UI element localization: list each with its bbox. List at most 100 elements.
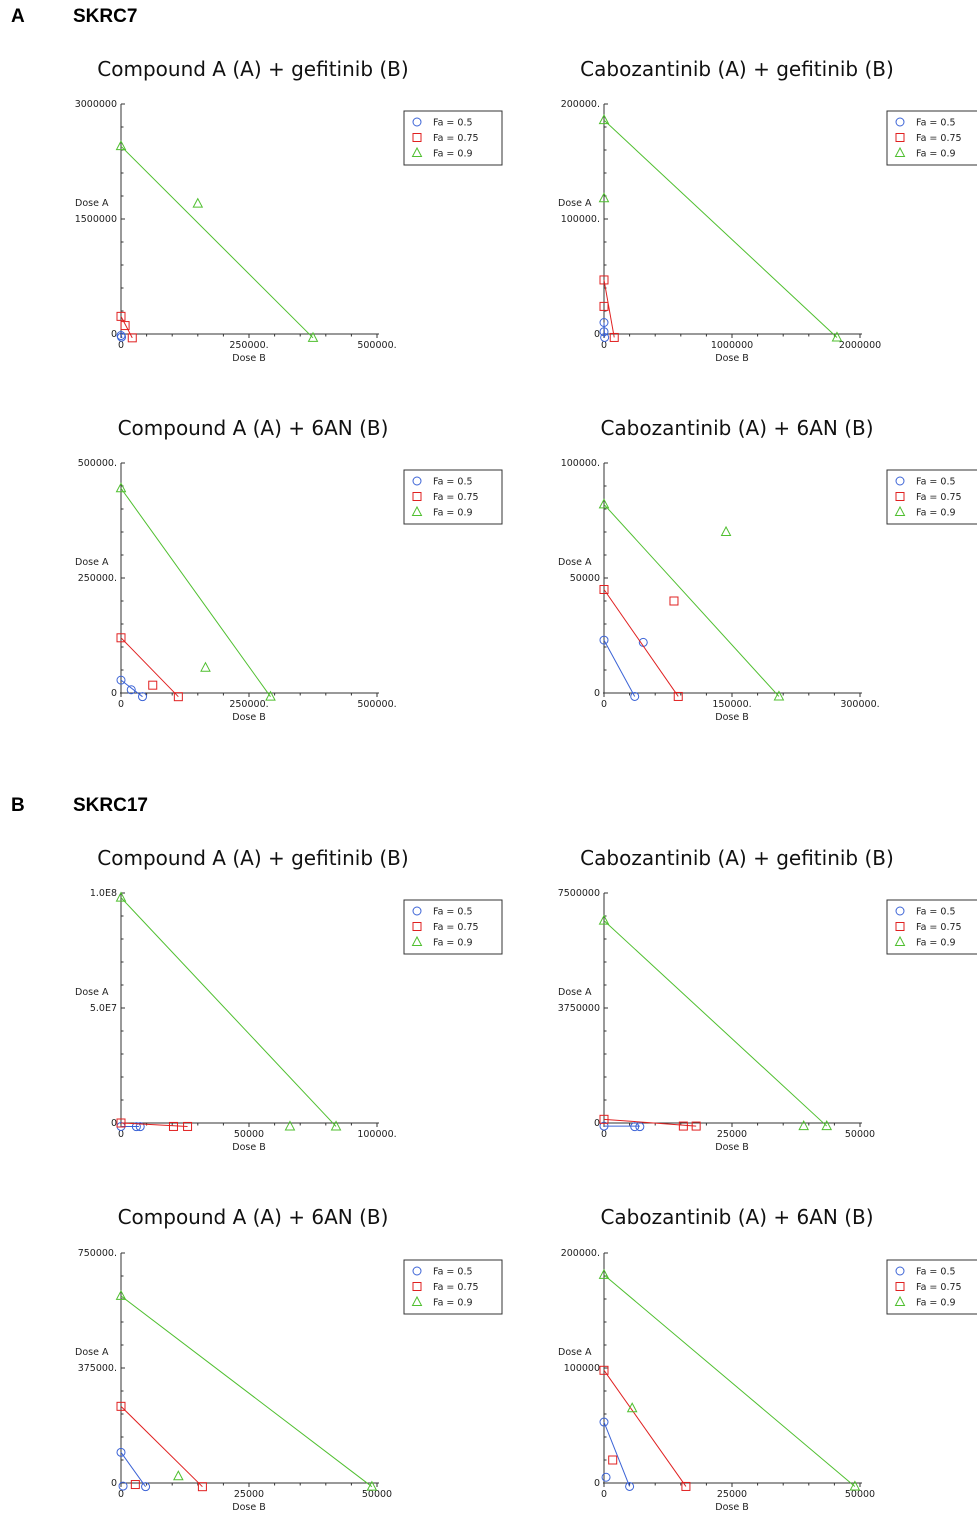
y-tick-label: 375000. xyxy=(78,1363,117,1374)
data-point-triangle xyxy=(720,525,732,536)
data-point-square xyxy=(412,922,422,931)
data-point-square xyxy=(116,1401,126,1411)
isobologram-chart: 0 250000. 500000. 0 1500000 3000000 Dose B Dose… xyxy=(75,99,503,364)
data-point-circle xyxy=(895,476,905,486)
x-axis-label: Dose B xyxy=(232,353,265,364)
data-point-circle xyxy=(141,1482,151,1492)
x-axis-label: Dose B xyxy=(715,1502,748,1513)
legend-label: Fa = 0.9 xyxy=(433,1298,473,1309)
data-point-square xyxy=(412,492,422,501)
data-point-circle xyxy=(412,476,422,486)
data-point-circle xyxy=(117,332,127,342)
y-tick-label: 0 xyxy=(111,1478,117,1489)
x-tick-label: 50000 xyxy=(845,1489,875,1500)
y-tick-label: 1.0E8 xyxy=(90,888,117,899)
data-point-square xyxy=(599,301,609,311)
data-point-square xyxy=(168,1121,178,1131)
legend-label: Fa = 0.9 xyxy=(916,149,956,160)
data-point-square xyxy=(691,1121,701,1131)
y-tick-label: 500000. xyxy=(78,458,117,469)
chart-title: Cabozantinib (A) + gefitinib (B) xyxy=(580,57,894,81)
y-tick-label: 0 xyxy=(111,329,117,340)
isobologram-chart: 0 1000000 2000000 0 100000. 200000. Dose B Dose… xyxy=(558,99,977,364)
data-point-square xyxy=(183,1121,193,1131)
legend-label: Fa = 0.5 xyxy=(433,907,473,918)
data-point-square xyxy=(116,633,126,643)
isobole-line xyxy=(120,1452,146,1487)
data-point-circle xyxy=(599,635,609,645)
isobole-line xyxy=(603,920,828,1127)
data-point-circle xyxy=(599,327,609,337)
data-point-square xyxy=(412,1282,422,1291)
isobole-line xyxy=(120,1122,188,1127)
data-point-triangle xyxy=(411,935,423,946)
isobologram-chart: 0 25000 50000 0 375000. 750000. Dose B Dose A Fa… xyxy=(75,1248,503,1513)
data-point-square xyxy=(127,333,137,343)
isobole-line xyxy=(603,119,838,338)
legend-label: Fa = 0.75 xyxy=(916,133,962,144)
legend-label: Fa = 0.5 xyxy=(433,1267,473,1278)
x-tick-label: 50000 xyxy=(845,1129,875,1140)
data-point-circle xyxy=(412,906,422,916)
x-tick-label: 250000. xyxy=(229,340,268,351)
data-point-triangle xyxy=(265,690,276,701)
isobole-line xyxy=(120,897,337,1127)
data-point-square xyxy=(678,1121,688,1131)
isobole-line xyxy=(603,1118,697,1127)
data-point-square xyxy=(130,1480,140,1490)
x-tick-label: 0 xyxy=(118,699,124,710)
data-point-circle xyxy=(630,1122,640,1132)
data-point-triangle xyxy=(411,505,423,516)
y-tick-label: 7500000 xyxy=(558,888,600,899)
data-point-triangle xyxy=(411,146,423,157)
data-point-triangle xyxy=(894,146,906,157)
x-tick-label: 50000 xyxy=(234,1129,264,1140)
data-point-triangle xyxy=(284,1120,296,1131)
legend-label: Fa = 0.5 xyxy=(916,118,956,129)
x-tick-label: 150000. xyxy=(712,699,751,710)
data-point-triangle xyxy=(894,1295,906,1306)
y-tick-label: 0 xyxy=(594,1118,600,1129)
chart-title: Compound A (A) + 6AN (B) xyxy=(117,416,389,440)
legend-label: Fa = 0.9 xyxy=(916,1298,956,1309)
isobole-line xyxy=(120,488,271,697)
x-tick-label: 0 xyxy=(601,1489,607,1500)
legend-label: Fa = 0.9 xyxy=(916,508,956,519)
legend-label: Fa = 0.9 xyxy=(916,938,956,949)
y-tick-label: 750000. xyxy=(78,1248,117,1259)
data-point-triangle xyxy=(849,1480,861,1491)
data-point-square xyxy=(197,1482,207,1492)
data-point-circle xyxy=(630,691,640,701)
legend-label: Fa = 0.75 xyxy=(433,922,479,933)
x-tick-label: 500000. xyxy=(357,340,396,351)
data-point-circle xyxy=(601,1472,611,1482)
legend-label: Fa = 0.5 xyxy=(916,1267,956,1278)
legend-label: Fa = 0.75 xyxy=(433,1282,479,1293)
x-axis-label: Dose B xyxy=(232,1502,265,1513)
x-tick-label: 25000 xyxy=(717,1489,747,1500)
data-point-triangle xyxy=(115,140,127,151)
isobole-line xyxy=(603,1421,631,1487)
legend-label: Fa = 0.75 xyxy=(916,492,962,503)
x-tick-label: 25000 xyxy=(234,1489,264,1500)
data-point-circle xyxy=(895,1266,905,1276)
x-tick-label: 500000. xyxy=(357,699,396,710)
y-axis-label: Dose A xyxy=(75,1347,109,1358)
x-tick-label: 250000. xyxy=(229,699,268,710)
isobole-line xyxy=(603,279,615,338)
data-point-square xyxy=(599,1114,609,1124)
data-point-triangle xyxy=(598,192,610,203)
legend-label: Fa = 0.75 xyxy=(433,133,479,144)
data-point-triangle xyxy=(115,482,127,493)
y-axis-label: Dose A xyxy=(75,557,109,568)
x-tick-label: 100000. xyxy=(357,1129,396,1140)
data-point-square xyxy=(116,311,126,321)
isobologram-chart: 0 25000 50000 0 100000 200000. Dose B Dose A Fa … xyxy=(558,1248,977,1513)
x-tick-label: 0 xyxy=(118,340,124,351)
data-point-triangle xyxy=(200,661,211,672)
data-point-square xyxy=(895,492,905,501)
data-point-circle xyxy=(116,675,126,685)
data-point-triangle xyxy=(192,197,204,208)
data-point-square xyxy=(599,1365,609,1375)
